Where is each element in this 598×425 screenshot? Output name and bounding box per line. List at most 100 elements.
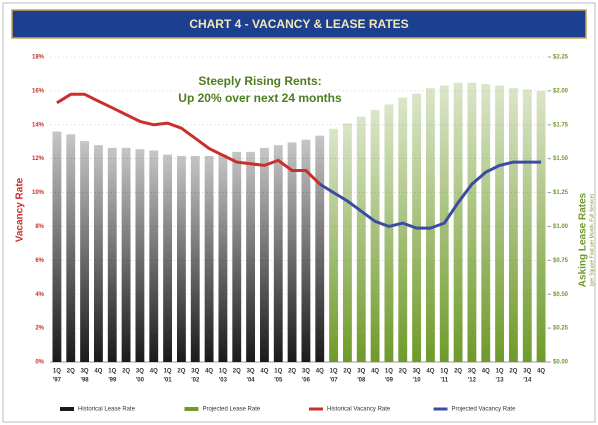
bar	[135, 149, 145, 362]
y2-axis-sublabel: (per Square Foot per Month, Full Service…	[589, 194, 595, 287]
x-tick-label: 2Q	[177, 369, 185, 375]
legend-label: Projected Vacancy Rate	[452, 407, 517, 413]
line	[56, 92, 321, 186]
x-tick-label: 4Q	[205, 369, 213, 375]
y-tick-label: 0%	[35, 360, 44, 366]
x-year-label: '12	[468, 378, 477, 384]
x-tick-label: 1Q	[219, 369, 227, 375]
y2-tick-label: $0.75	[553, 258, 569, 264]
x-year-label: '10	[413, 378, 422, 384]
x-tick-label: 3Q	[468, 369, 476, 375]
x-year-label: '97	[53, 378, 62, 384]
bar	[246, 151, 256, 362]
bar	[522, 89, 532, 363]
y2-tick-label: $1.75	[553, 122, 569, 128]
bar	[259, 147, 269, 362]
x-year-label: '04	[247, 378, 256, 384]
bar	[273, 145, 283, 362]
bar	[121, 147, 131, 362]
x-tick-label: 2Q	[509, 369, 517, 375]
bar	[80, 141, 90, 362]
bar	[342, 123, 352, 362]
x-tick-label: 2Q	[343, 369, 351, 375]
y-axis-label: Vacancy Rate	[15, 177, 26, 242]
x-year-label: '09	[385, 378, 394, 384]
x-tick-label: 4Q	[94, 369, 102, 375]
bar	[453, 82, 463, 362]
x-tick-label: 2Q	[233, 369, 241, 375]
x-tick-label: 1Q	[53, 369, 61, 375]
x-year-label: '00	[136, 378, 145, 384]
x-tick-label: 2Q	[122, 369, 130, 375]
header-bar	[11, 9, 587, 39]
x-tick-label: 3Q	[191, 369, 199, 375]
x-year-label: '01	[164, 378, 173, 384]
x-year-label: '02	[191, 378, 200, 384]
x-year-label: '07	[330, 378, 339, 384]
y2-tick-label: $0.50	[553, 292, 569, 298]
x-tick-label: 3Q	[81, 369, 89, 375]
bar	[204, 155, 214, 362]
y2-tick-label: $1.25	[553, 190, 569, 196]
x-tick-label: 1Q	[385, 369, 393, 375]
y-tick-label: 10%	[32, 190, 45, 196]
bar	[536, 90, 546, 362]
bar	[218, 154, 228, 362]
x-tick-label: 1Q	[496, 369, 504, 375]
x-tick-label: 4Q	[150, 369, 158, 375]
y-tick-label: 12%	[32, 156, 45, 162]
bar	[481, 84, 491, 362]
x-tick-label: 2Q	[399, 369, 407, 375]
legend-swatch	[60, 407, 74, 411]
y-tick-label: 16%	[32, 88, 45, 94]
bar	[287, 142, 297, 362]
bar	[301, 139, 311, 362]
chart-title: CHART 4 - VACANCY & LEASE RATES	[189, 17, 408, 31]
y-tick-label: 8%	[35, 224, 44, 230]
x-year-label: '14	[523, 378, 532, 384]
bar	[176, 155, 186, 362]
bar	[93, 145, 103, 362]
y2-tick-label: $1.50	[553, 156, 569, 162]
x-year-label: '11	[440, 378, 448, 384]
x-year-label: '99	[108, 378, 117, 384]
x-tick-label: 3Q	[247, 369, 255, 375]
bar	[190, 155, 200, 362]
y-tick-label: 4%	[35, 292, 44, 298]
y2-tick-label: $0.25	[553, 326, 569, 332]
x-year-label: '06	[302, 378, 311, 384]
y2-tick-label: $0.00	[553, 360, 569, 366]
x-year-label: '03	[219, 378, 228, 384]
bar	[163, 154, 173, 362]
x-tick-label: 1Q	[440, 369, 448, 375]
y2-tick-label: $2.00	[553, 88, 569, 94]
bar	[149, 150, 159, 362]
bar	[508, 88, 518, 362]
bar	[52, 131, 62, 362]
bar	[384, 104, 394, 362]
y2-axis-label: Asking Lease Rates	[578, 192, 589, 287]
y-tick-label: 14%	[32, 122, 45, 128]
annotation: Steeply Rising Rents:	[198, 74, 321, 88]
x-tick-label: 4Q	[260, 369, 268, 375]
bar	[370, 109, 380, 362]
bar	[66, 134, 76, 362]
x-tick-label: 3Q	[136, 369, 144, 375]
x-tick-label: 1Q	[330, 369, 338, 375]
x-tick-label: 4Q	[316, 369, 324, 375]
bar	[107, 147, 117, 362]
annotation: Up 20% over next 24 months	[178, 91, 342, 105]
x-tick-label: 2Q	[288, 369, 296, 375]
x-year-label: '08	[357, 378, 366, 384]
x-tick-label: 4Q	[426, 369, 434, 375]
legend-label: Projected Lease Rate	[203, 407, 261, 413]
y2-tick-label: $1.00	[553, 224, 569, 230]
bar	[329, 128, 339, 362]
x-tick-label: 2Q	[454, 369, 462, 375]
x-tick-label: 3Q	[357, 369, 365, 375]
x-year-label: '98	[81, 378, 90, 384]
x-year-label: '05	[274, 378, 283, 384]
x-tick-label: 1Q	[164, 369, 172, 375]
bar	[467, 82, 477, 362]
